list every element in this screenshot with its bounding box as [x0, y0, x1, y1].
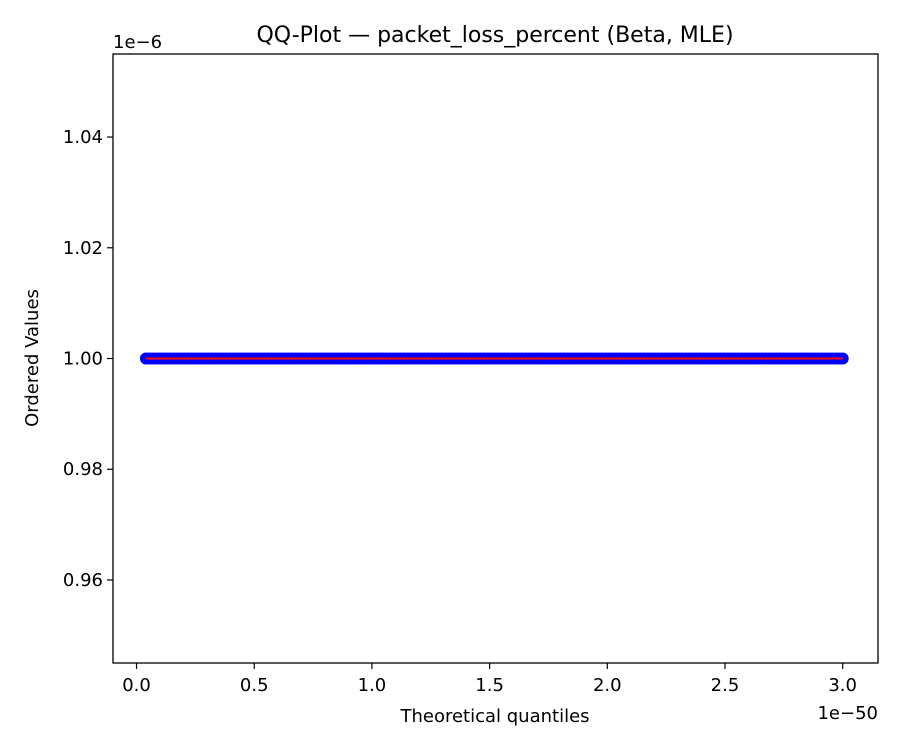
x-tick-label: 1.5 — [475, 675, 504, 696]
x-tick-label: 2.5 — [711, 675, 740, 696]
x-tick-label: 1.0 — [358, 675, 387, 696]
y-axis-label: Ordered Values — [22, 289, 43, 427]
x-tick-label: 0.5 — [240, 675, 269, 696]
y-tick-label: 1.04 — [63, 127, 103, 148]
x-offset-label: 1e−50 — [817, 703, 878, 724]
data-layer — [139, 352, 849, 365]
x-axis-label: Theoretical quantiles — [399, 706, 589, 727]
y-tick-label: 1.00 — [63, 349, 103, 370]
x-tick-label: 2.0 — [593, 675, 622, 696]
x-axis-ticks: 0.0 0.5 1.0 1.5 2.0 2.5 3.0 — [122, 663, 857, 696]
y-axis-ticks: 0.96 0.98 1.00 1.02 1.04 — [63, 127, 113, 591]
y-offset-label: 1e−6 — [113, 32, 162, 53]
x-tick-label: 0.0 — [122, 675, 151, 696]
chart-title: QQ-Plot — packet_loss_percent (Beta, MLE… — [256, 23, 733, 48]
y-tick-label: 0.96 — [63, 570, 103, 591]
x-tick-label: 3.0 — [828, 675, 857, 696]
y-tick-label: 1.02 — [63, 238, 103, 259]
y-tick-label: 0.98 — [63, 459, 103, 480]
